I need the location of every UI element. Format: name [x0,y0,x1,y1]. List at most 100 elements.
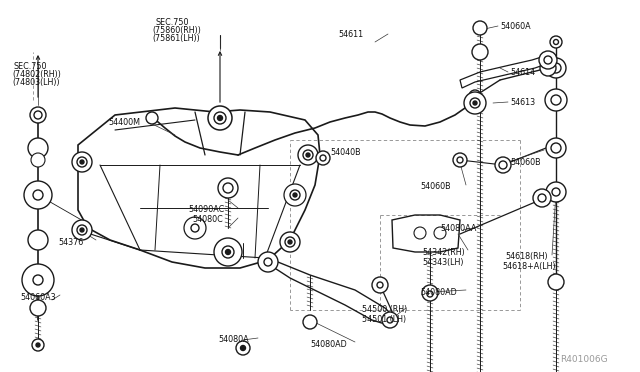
Circle shape [72,220,92,240]
Circle shape [77,225,87,235]
Circle shape [24,181,52,209]
Circle shape [453,153,467,167]
Text: 54080AA: 54080AA [440,224,476,233]
Circle shape [218,178,238,198]
Circle shape [22,264,54,296]
Text: 54501 (LH): 54501 (LH) [362,315,406,324]
Circle shape [146,112,158,124]
Circle shape [303,150,313,160]
Circle shape [241,346,246,350]
Circle shape [546,182,566,202]
Circle shape [539,51,557,69]
Text: SEC.750: SEC.750 [155,18,189,27]
Circle shape [30,107,46,123]
Circle shape [30,300,46,316]
Circle shape [546,138,566,158]
Circle shape [551,63,561,73]
Text: 54060B: 54060B [510,158,541,167]
Circle shape [218,115,223,121]
Circle shape [236,341,250,355]
Text: 54080AD: 54080AD [310,340,347,349]
Circle shape [208,106,232,130]
Circle shape [298,145,318,165]
Circle shape [473,101,477,105]
Text: 54080AD: 54080AD [420,288,457,297]
Circle shape [470,98,480,108]
Text: 54611: 54611 [338,30,363,39]
Circle shape [31,153,45,167]
Text: 54080A: 54080A [218,335,248,344]
Circle shape [377,282,383,288]
Text: 54060A3: 54060A3 [20,293,56,302]
Circle shape [223,183,233,193]
Circle shape [77,157,87,167]
Circle shape [80,160,84,164]
Circle shape [258,252,278,272]
Text: SEC.750: SEC.750 [14,62,47,71]
Circle shape [32,339,44,351]
Text: 54080C: 54080C [192,215,223,224]
Circle shape [546,58,566,78]
Circle shape [457,157,463,163]
Circle shape [306,153,310,157]
Circle shape [550,36,562,48]
Circle shape [33,275,43,285]
Text: (74803(LH)): (74803(LH)) [12,78,60,87]
Circle shape [214,112,226,124]
Circle shape [284,184,306,206]
Text: 54040B: 54040B [330,148,360,157]
Circle shape [372,277,388,293]
Text: (74802(RH)): (74802(RH)) [12,70,61,79]
Circle shape [264,258,272,266]
Circle shape [214,238,242,266]
Text: 54614: 54614 [510,68,535,77]
Text: R401006G: R401006G [560,355,607,364]
Circle shape [28,230,48,250]
Circle shape [464,92,486,114]
Circle shape [548,274,564,290]
Circle shape [36,343,40,347]
Text: 54376: 54376 [58,238,83,247]
Text: 54618+A(LH): 54618+A(LH) [502,262,556,271]
Circle shape [540,60,556,76]
Circle shape [225,250,230,254]
Circle shape [222,246,234,258]
Circle shape [34,111,42,119]
Circle shape [472,44,488,60]
Circle shape [80,228,84,232]
Circle shape [280,232,300,252]
Circle shape [72,152,92,172]
Text: 54342(RH): 54342(RH) [422,248,465,257]
Circle shape [422,285,438,301]
Circle shape [538,194,546,202]
Circle shape [434,227,446,239]
Circle shape [551,95,561,105]
Text: 54343(LH): 54343(LH) [422,258,463,267]
Circle shape [554,39,559,45]
Circle shape [285,237,295,247]
Circle shape [33,190,43,200]
Text: 54500 (RH): 54500 (RH) [362,305,407,314]
Circle shape [473,21,487,35]
Text: 54618(RH): 54618(RH) [505,252,548,261]
Circle shape [499,161,507,169]
Circle shape [290,190,300,200]
Circle shape [544,56,552,64]
Text: 54613: 54613 [510,98,535,107]
Circle shape [533,189,551,207]
Circle shape [382,312,398,328]
Circle shape [551,143,561,153]
Circle shape [545,89,567,111]
Text: (75861(LH)): (75861(LH)) [152,34,200,43]
Text: 54060B: 54060B [420,182,451,191]
Circle shape [469,90,481,102]
Text: 54090AC: 54090AC [188,205,224,214]
Circle shape [320,155,326,161]
Circle shape [288,240,292,244]
Circle shape [184,217,206,239]
Circle shape [387,317,393,323]
Circle shape [303,315,317,329]
Text: 54060A: 54060A [500,22,531,31]
Text: (75860(RH)): (75860(RH)) [152,26,201,35]
Circle shape [552,188,560,196]
